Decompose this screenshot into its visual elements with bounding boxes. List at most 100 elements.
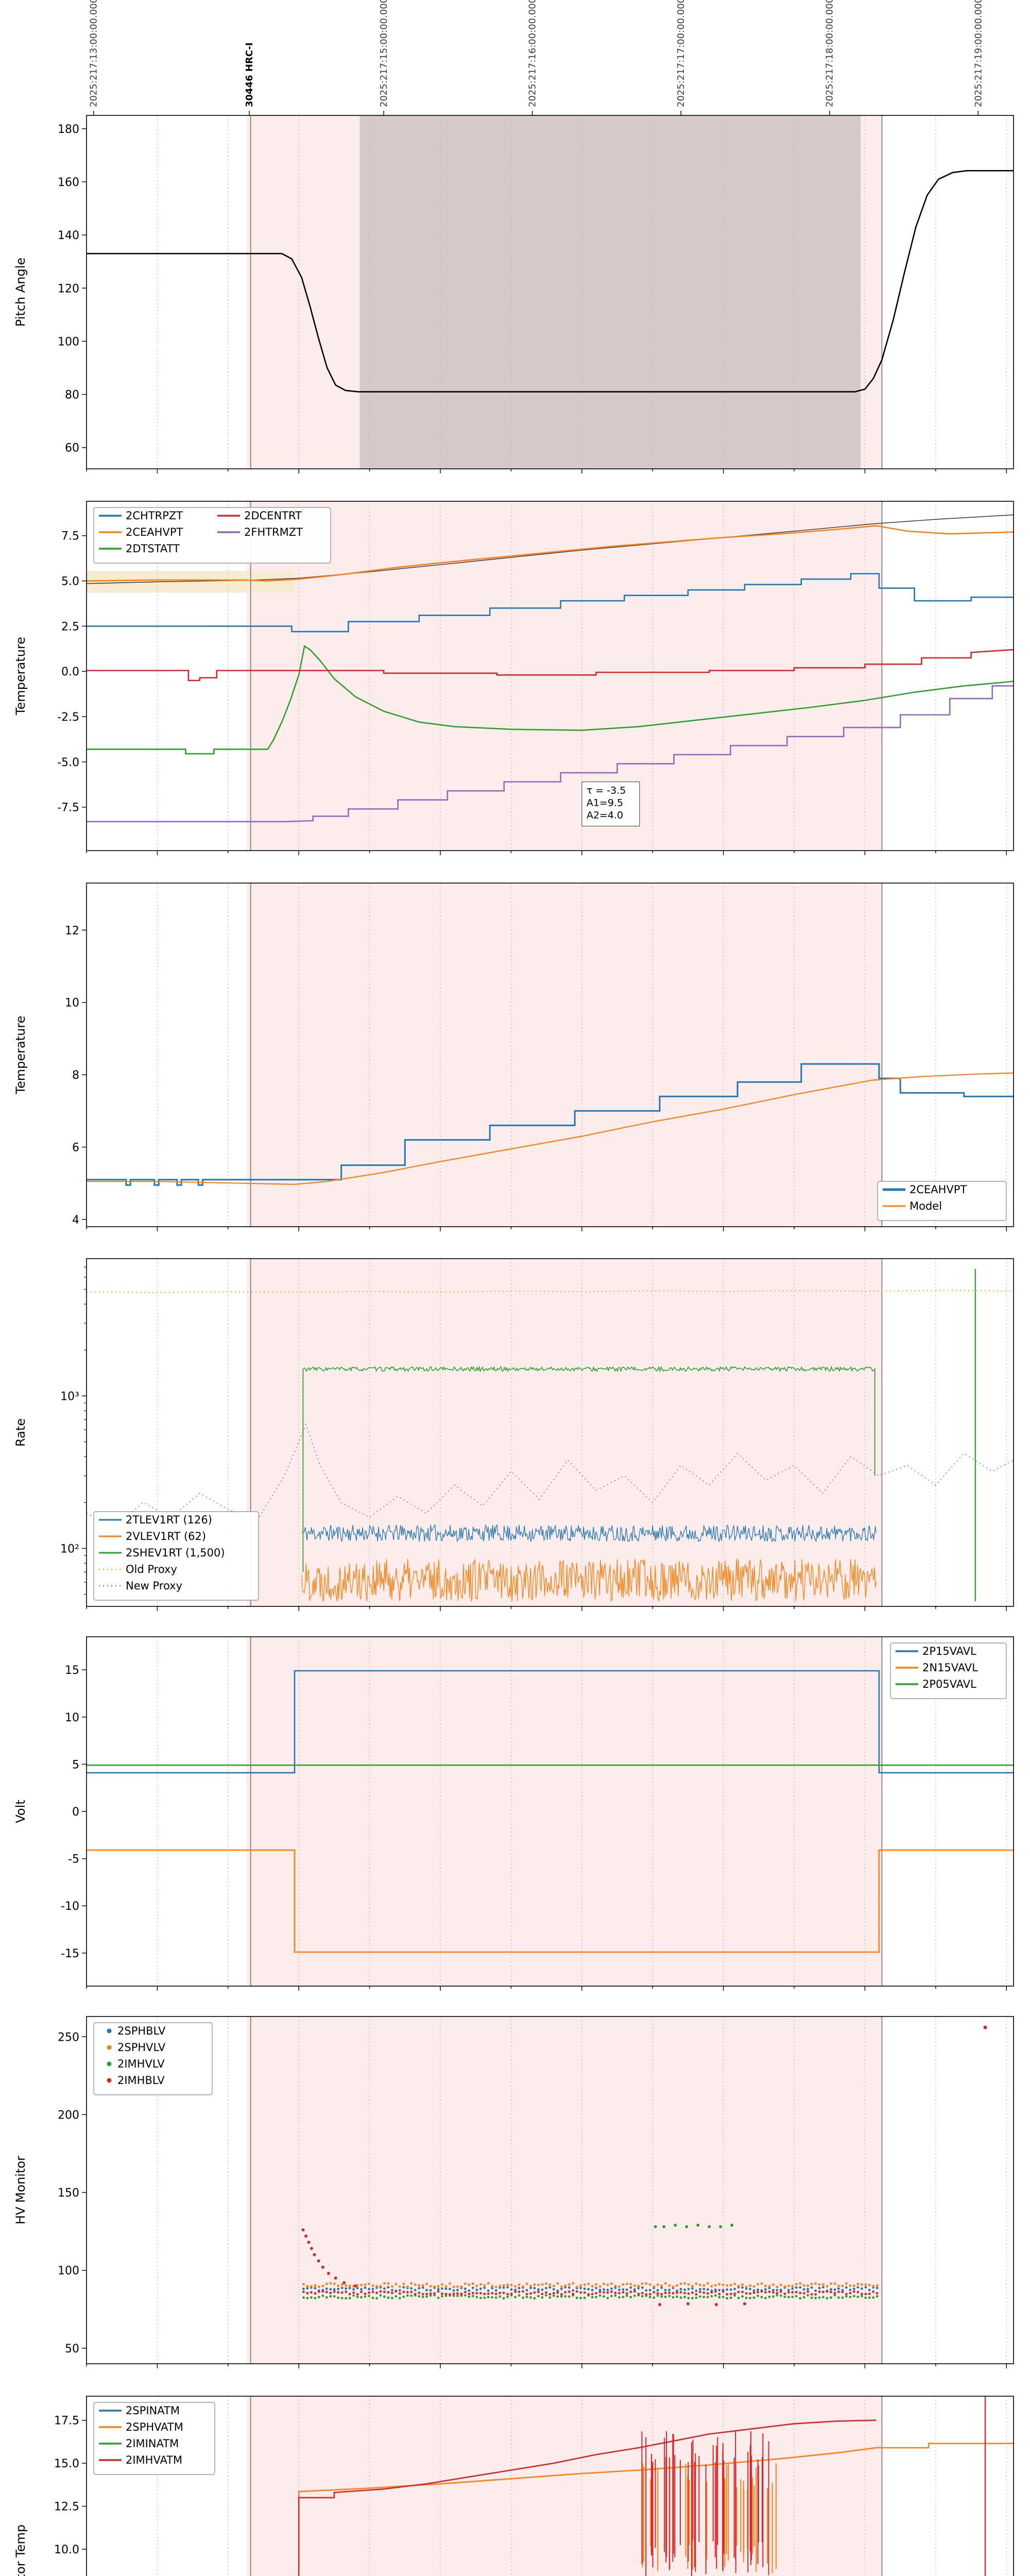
ytick-label: 120 <box>58 282 79 295</box>
top-time-label: 2025:217:17:00:00.000 <box>676 0 686 107</box>
ytick-label: 17.5 <box>54 2415 79 2428</box>
legend-label: 2CHTRPZT <box>126 510 183 522</box>
ytick-label: 12.5 <box>54 2501 79 2514</box>
ytick-label: 50 <box>65 2343 79 2355</box>
ytick-label: -7.5 <box>57 802 79 815</box>
ytick-label: 5.0 <box>61 575 79 588</box>
annotation-text: A2=4.0 <box>587 810 623 821</box>
ytick-label: 150 <box>58 2187 79 2200</box>
series-2IMHVATM_spikes <box>641 2431 769 2576</box>
panel-temperature-a: -7.5 -5.0 -2.5 0.0 2.5 5.0 7.5 Temperature τ = -… <box>13 501 1014 855</box>
ytick-label: 10 <box>65 1711 79 1724</box>
series-model <box>87 514 1014 584</box>
legend-box <box>93 507 331 564</box>
ytick-label: 250 <box>58 2031 79 2044</box>
series-2VLEV1RT <box>301 1558 877 1602</box>
radiation-safe-band <box>246 883 882 1227</box>
panel-frame <box>86 501 1014 851</box>
legend-label: 2TLEV1RT (126) <box>126 1514 212 1526</box>
series-2IMHBLV_decay <box>301 2228 357 2287</box>
ytick-label: -5.0 <box>57 756 79 769</box>
legend-label: 2IMHVLV <box>117 2058 165 2070</box>
radiation-safe-band <box>246 115 882 469</box>
ytick-label: 100 <box>58 335 79 348</box>
ytick-label: 2.5 <box>61 620 79 633</box>
legend-label: 2DTSTATT <box>126 543 180 555</box>
ytick-label: -2.5 <box>57 711 79 724</box>
radiation-safe-band <box>246 1637 882 1986</box>
series-2IMHBLV <box>302 2290 879 2296</box>
series-2IMHBLV_low <box>658 2302 746 2307</box>
panel-rate: 10² 10³ Rate 2TLEV1RT (126) 2VLEV1RT (62) 2SH… <box>13 1258 1014 1611</box>
ytick-label: 10.0 <box>54 2544 79 2556</box>
panel-pitch-angle: 60 80 100 120 140 160 180 Pitch Angle <box>13 115 1014 473</box>
ylabel-volt: Volt <box>13 1800 28 1823</box>
ytick-label: -5 <box>68 1853 79 1866</box>
ytick-label: -10 <box>61 1900 79 1913</box>
ytick-label: 80 <box>65 389 79 402</box>
obsid-label: 30446 HRC-I <box>244 42 255 107</box>
legend-label: 2N15VAVL <box>922 1662 978 1674</box>
series-2CEAHVPT <box>87 525 1014 582</box>
ytick-label: 4 <box>72 1214 79 1227</box>
legend-label: 2SPHVLV <box>117 2041 166 2054</box>
ytick-label: 5 <box>72 1758 79 1771</box>
legend-label: 2DCENTRT <box>244 510 302 522</box>
series-2N15VAVL <box>87 1849 1014 1953</box>
ytick-label: 10² <box>60 1543 79 1556</box>
legend-label: 2IMINATM <box>126 2437 179 2450</box>
panel-frame <box>86 2016 1014 2364</box>
series-model <box>87 1072 1014 1185</box>
legend-label: 2IMHVATM <box>126 2454 182 2466</box>
annotation-text: τ = -3.5 <box>587 785 626 796</box>
ytick-label: 0.0 <box>61 666 79 679</box>
radiation-safe-band <box>246 501 882 851</box>
ytick-label: 60 <box>65 442 79 455</box>
legend-label: 2P15VAVL <box>922 1645 976 1657</box>
ytick-label: 180 <box>58 123 79 136</box>
legend-label: 2P05VAVL <box>922 1678 976 1690</box>
panel-frame <box>86 2396 1014 2576</box>
legend-label: 2VLEV1RT (62) <box>126 1530 206 1543</box>
panel-volt: -15 -10 -5 0 5 10 15 Volt 2P15VAVL 2N15VAVL 2P05VA… <box>13 1636 1014 1991</box>
legend-box <box>877 1181 1007 1221</box>
series-2CEAHVPT <box>87 1063 1014 1186</box>
ytick-label: 200 <box>58 2109 79 2122</box>
radiation-safe-band <box>246 1259 882 1606</box>
legend-box <box>93 2402 215 2475</box>
ylabel-temperature-b: Temperature <box>13 1015 28 1094</box>
ylabel-pitch-angle: Pitch Angle <box>13 258 28 327</box>
legend-label: 2SHEV1RT (1,500) <box>126 1547 225 1559</box>
ytick-label: -15 <box>61 1947 79 1960</box>
legend-label: New Proxy <box>126 1580 182 1592</box>
panel-frame <box>86 1258 1014 1607</box>
ytick-label: 10³ <box>60 1390 79 1403</box>
legend-label: 2CEAHVPT <box>909 1183 967 1196</box>
top-time-label: 2025:217:19:00:00.000 <box>973 0 984 107</box>
legend-box <box>93 1511 259 1601</box>
series-2IMHVLV_high <box>654 2224 734 2228</box>
legend-marker-dot <box>107 2045 112 2050</box>
legend-label: Old Proxy <box>126 1563 177 1575</box>
ytick-label: 0 <box>72 1806 79 1819</box>
top-time-label: 2025:217:16:00:00.000 <box>527 0 538 107</box>
legend-box <box>890 1642 1007 1699</box>
top-time-label: 2025:217:13:00:00.000 <box>89 0 99 107</box>
series-2DTSTATT <box>87 645 1014 755</box>
legend-marker-dot <box>107 2061 112 2066</box>
ytick-label: 6 <box>72 1142 79 1155</box>
ylabel-hv-monitor: HV Monitor <box>13 2156 28 2224</box>
legend-box <box>93 2022 213 2095</box>
series-2P15VAVL <box>87 1670 1014 1774</box>
ylabel-rate: Rate <box>13 1418 28 1447</box>
panel-hv-monitor: 50 100 150 200 250 HV Monitor 2SPHBLV 2SPHVLV 2I… <box>13 2016 1014 2368</box>
legend-label: Model <box>909 1200 942 1212</box>
legend-label: 2SPHVATM <box>126 2421 183 2433</box>
observation-band <box>359 115 861 469</box>
series-old_proxy <box>87 1290 1014 1294</box>
series-2SPHVATM_spikes <box>642 2460 777 2573</box>
series-2IMHVLV <box>302 2294 879 2300</box>
